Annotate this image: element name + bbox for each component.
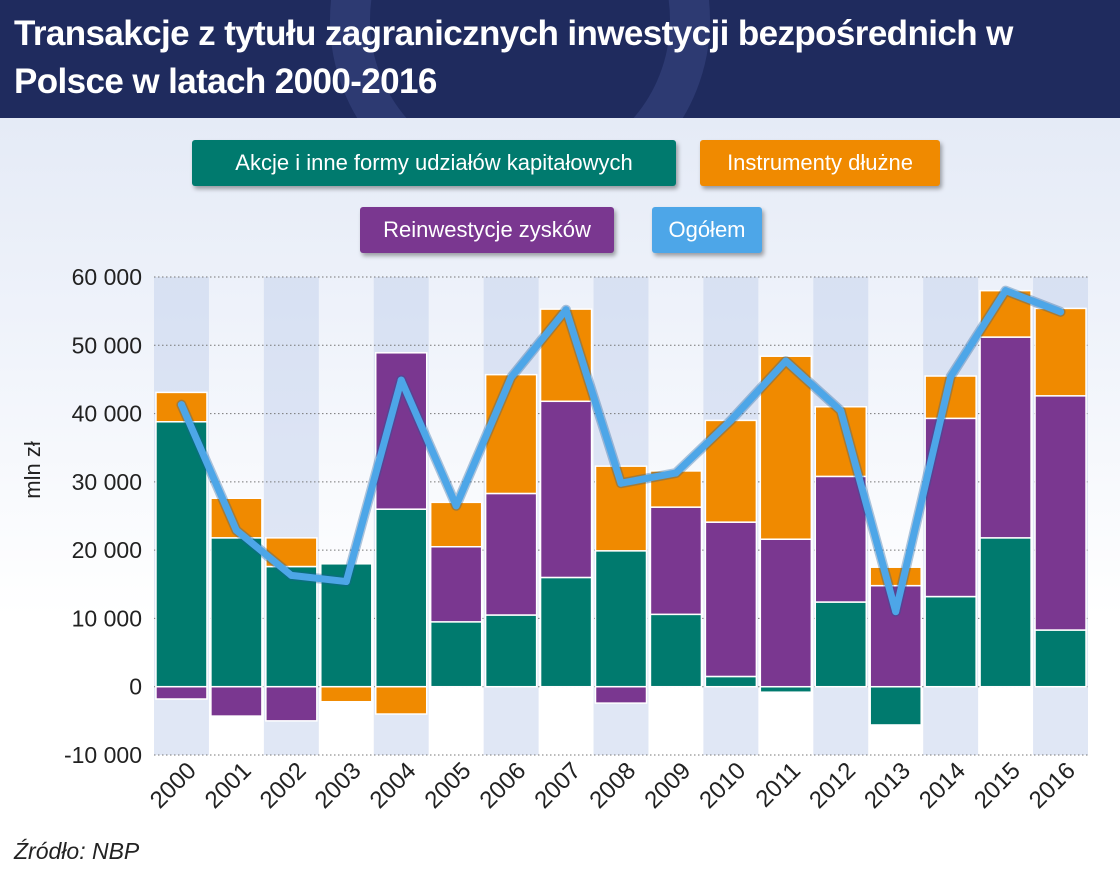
x-tick-label: 2007 — [529, 757, 586, 814]
total-point-2014 — [947, 373, 955, 381]
x-tick-label: 2013 — [859, 757, 916, 814]
bar-equity-2004 — [374, 508, 428, 688]
legend-equity: Akcje i inne formy udziałów kapitałowych — [192, 140, 676, 186]
bar-reinvest-2006 — [484, 492, 538, 616]
bar-reinvest-2000 — [155, 685, 208, 700]
total-point-2009 — [672, 469, 680, 477]
x-tick-label: 2014 — [914, 757, 971, 814]
legend-total-label: Ogółem — [668, 217, 746, 242]
bar-reinvest-2011 — [759, 538, 813, 688]
bar-debt-2006 — [484, 373, 538, 495]
x-tick-label: 2003 — [310, 757, 367, 814]
total-point-2008 — [617, 479, 625, 487]
legend-debt: Instrumenty dłużne — [700, 140, 940, 186]
bar-debt-2013 — [869, 566, 922, 587]
total-point-2011 — [782, 357, 790, 365]
x-tick-label: 2004 — [365, 757, 422, 814]
x-tick-label: 2016 — [1024, 757, 1081, 814]
x-tick-label: 2009 — [639, 757, 696, 814]
total-point-2015 — [1002, 287, 1010, 295]
bar-reinvest-2005 — [429, 545, 483, 623]
bar-equity-2010 — [704, 675, 758, 688]
bar-reinvest-2007 — [539, 400, 593, 579]
bar-debt-2005 — [429, 501, 483, 548]
legend-debt-label: Instrumenty dłużne — [727, 150, 913, 175]
total-point-2006 — [507, 373, 515, 381]
y-tick-label: 10 000 — [72, 605, 142, 631]
x-tick-label: 2010 — [694, 757, 751, 814]
legend-total: Ogółem — [652, 207, 762, 253]
bar-equity-2012 — [814, 601, 868, 688]
source-note: Źródło: NBP — [14, 838, 140, 864]
bar-reinvest-2010 — [704, 521, 758, 678]
header-bar: Transakcje z tytułu zagranicznych inwest… — [0, 0, 1120, 118]
x-tick-label: 2008 — [584, 757, 641, 814]
bar-equity-2009 — [649, 613, 703, 688]
bar-reinvest-2015 — [979, 336, 1032, 539]
bar-debt-2000 — [155, 391, 208, 423]
bar-equity-2015 — [979, 537, 1032, 688]
total-point-2001 — [232, 526, 240, 534]
total-point-2000 — [177, 401, 185, 409]
bar-debt-2003 — [320, 685, 373, 703]
x-tick-label: 2006 — [475, 757, 532, 814]
x-tick-label: 2011 — [750, 757, 806, 813]
page-title: Transakcje z tytułu zagranicznych inwest… — [14, 14, 1013, 101]
bar-equity-2006 — [484, 614, 538, 688]
x-tick-label: 2001 — [200, 757, 257, 814]
legend-reinvest: Reinwestycje zysków — [360, 207, 614, 253]
legend-reinvest-label: Reinwestycje zysków — [383, 217, 591, 242]
bar-equity-2000 — [155, 421, 208, 688]
y-tick-label: 50 000 — [72, 332, 142, 358]
bar-debt-2004 — [374, 685, 428, 715]
x-tick-label: 2002 — [255, 757, 312, 814]
bar-debt-2011 — [759, 355, 813, 540]
bar-reinvest-2008 — [594, 685, 648, 704]
total-point-2005 — [452, 502, 460, 510]
bar-reinvest-2001 — [210, 685, 263, 717]
x-tick-label: 2012 — [804, 757, 861, 814]
x-tick-label: 2000 — [145, 757, 202, 814]
y-axis-label: mln zł — [20, 441, 45, 499]
total-point-2012 — [837, 407, 845, 415]
y-tick-label: 30 000 — [72, 469, 142, 495]
bar-debt-2010 — [704, 419, 758, 523]
total-point-2013 — [892, 608, 900, 616]
legend-equity-label: Akcje i inne formy udziałów kapitałowych — [235, 150, 633, 175]
total-point-2002 — [287, 571, 295, 579]
y-tick-label: 20 000 — [72, 537, 142, 563]
y-tick-label: 40 000 — [72, 401, 142, 427]
y-tick-label: 0 — [129, 674, 142, 700]
total-point-2004 — [397, 376, 405, 384]
bar-equity-2016 — [1034, 629, 1087, 688]
x-tick-label: 2015 — [969, 757, 1026, 814]
y-tick-label: -10 000 — [64, 742, 142, 768]
bar-reinvest-2012 — [814, 475, 868, 603]
bar-equity-2001 — [210, 537, 263, 688]
bar-reinvest-2009 — [649, 506, 703, 616]
bar-equity-2002 — [265, 565, 318, 688]
y-tick-label: 60 000 — [72, 264, 142, 290]
bar-debt-2016 — [1034, 307, 1087, 397]
total-point-2007 — [562, 306, 570, 314]
bar-equity-2013 — [869, 685, 922, 726]
bar-equity-2008 — [594, 550, 648, 688]
total-point-2010 — [727, 416, 735, 424]
bar-equity-2014 — [924, 595, 977, 688]
total-point-2016 — [1057, 308, 1065, 316]
bar-equity-2007 — [539, 576, 593, 688]
bar-equity-2005 — [429, 621, 483, 688]
total-point-2003 — [342, 578, 350, 586]
x-tick-label: 2005 — [420, 757, 477, 814]
header-decoration — [330, 0, 710, 118]
bar-reinvest-2002 — [265, 685, 318, 722]
bar-reinvest-2016 — [1034, 395, 1087, 631]
bar-equity-2011 — [759, 685, 813, 693]
